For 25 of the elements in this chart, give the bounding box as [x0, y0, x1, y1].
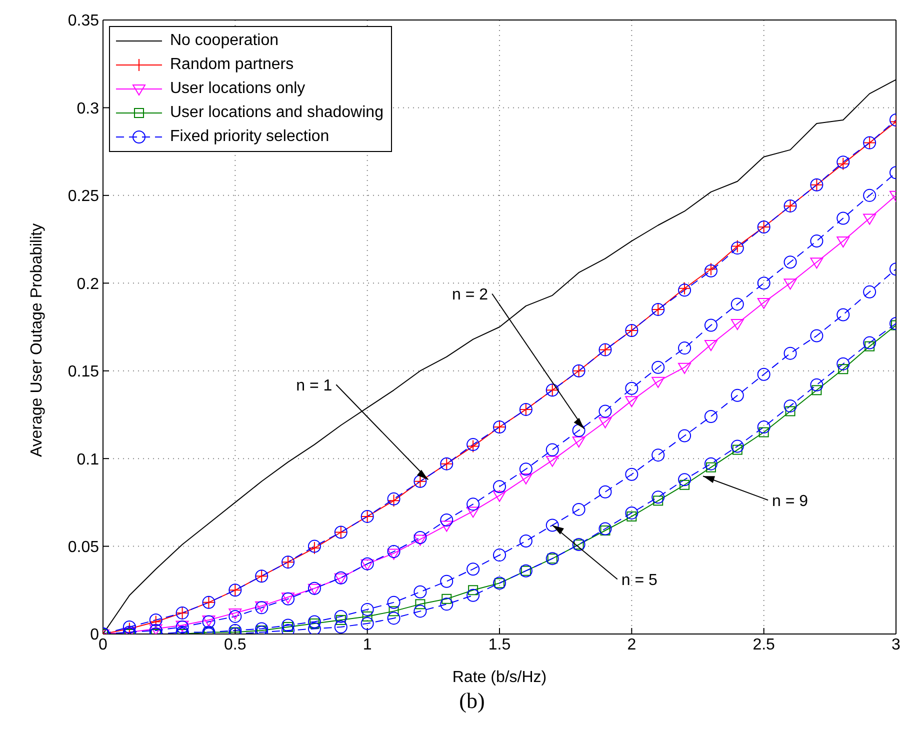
- annotation: n = 9: [772, 493, 808, 510]
- x-axis-title: Rate (b/s/Hz): [452, 669, 547, 686]
- x-tick-label: 3: [892, 636, 901, 654]
- x-tick-label: 1: [362, 636, 372, 654]
- legend-label: User locations only: [170, 80, 306, 98]
- y-tick-label: 0.05: [68, 538, 100, 556]
- y-tick-label: 0.35: [68, 12, 100, 30]
- legend-label: No cooperation: [170, 32, 279, 50]
- legend-label: Fixed priority selection: [170, 128, 330, 146]
- annotation: n = 2: [452, 286, 488, 304]
- y-axis-title: Average User Outage Probability: [28, 223, 46, 457]
- annotation: n = 1: [296, 378, 332, 395]
- x-tick-label: 2: [627, 636, 636, 654]
- legend-label: User locations and shadowing: [170, 104, 384, 122]
- y-tick-label: 0.3: [76, 100, 100, 118]
- x-tick-label: 0.5: [224, 636, 246, 654]
- y-tick-label: 0.1: [76, 451, 100, 468]
- y-tick-label: 0.2: [76, 276, 100, 293]
- annotation: n = 5: [621, 572, 658, 590]
- y-tick-label: 0.25: [68, 188, 100, 206]
- text: (b): [458, 688, 486, 714]
- legend-label: Random partners: [170, 56, 294, 74]
- x-tick-label: 2.5: [752, 636, 776, 654]
- x-tick-label: 1.5: [488, 636, 511, 654]
- y-tick-label: 0.15: [68, 364, 100, 381]
